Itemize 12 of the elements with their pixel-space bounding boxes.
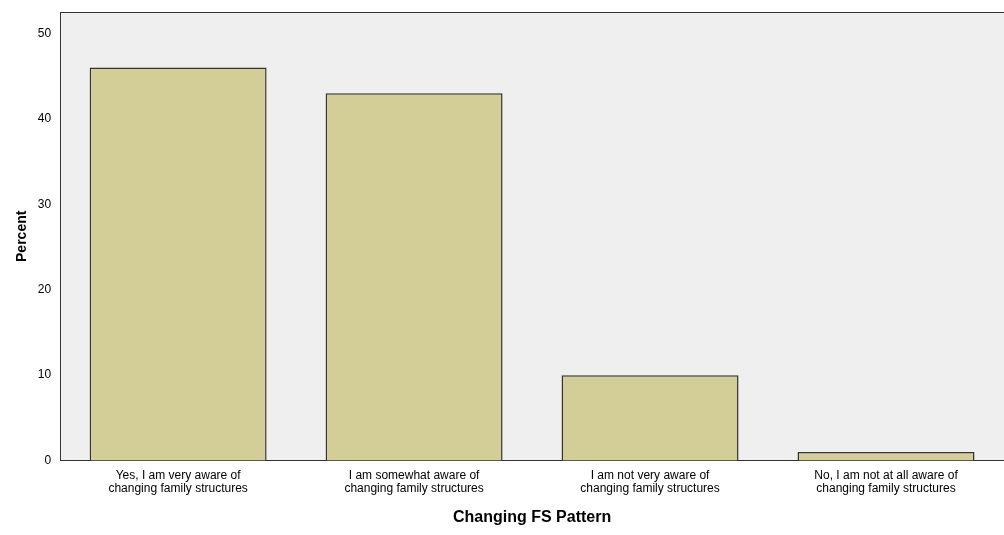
x-tick-label: I am somewhat aware of changing family structures: [344, 468, 484, 495]
y-tick-label: 40: [37, 111, 52, 126]
y-tick-label: 0: [44, 452, 52, 467]
y-tick-label: 30: [37, 196, 52, 211]
y-tick-label: 10: [37, 367, 52, 382]
x-tick-label: No, I am not at all aware of changing family structures: [814, 468, 959, 495]
y-axis-title: Percent: [13, 210, 30, 262]
x-axis-title: Changing FS Pattern: [452, 507, 612, 525]
x-tick-label: I am not very aware of changing family structures: [580, 468, 720, 495]
y-tick-label: 50: [37, 25, 52, 40]
x-tick-label: Yes, I am very aware of changing family structures: [108, 468, 248, 495]
y-tick-label: 20: [37, 282, 52, 297]
